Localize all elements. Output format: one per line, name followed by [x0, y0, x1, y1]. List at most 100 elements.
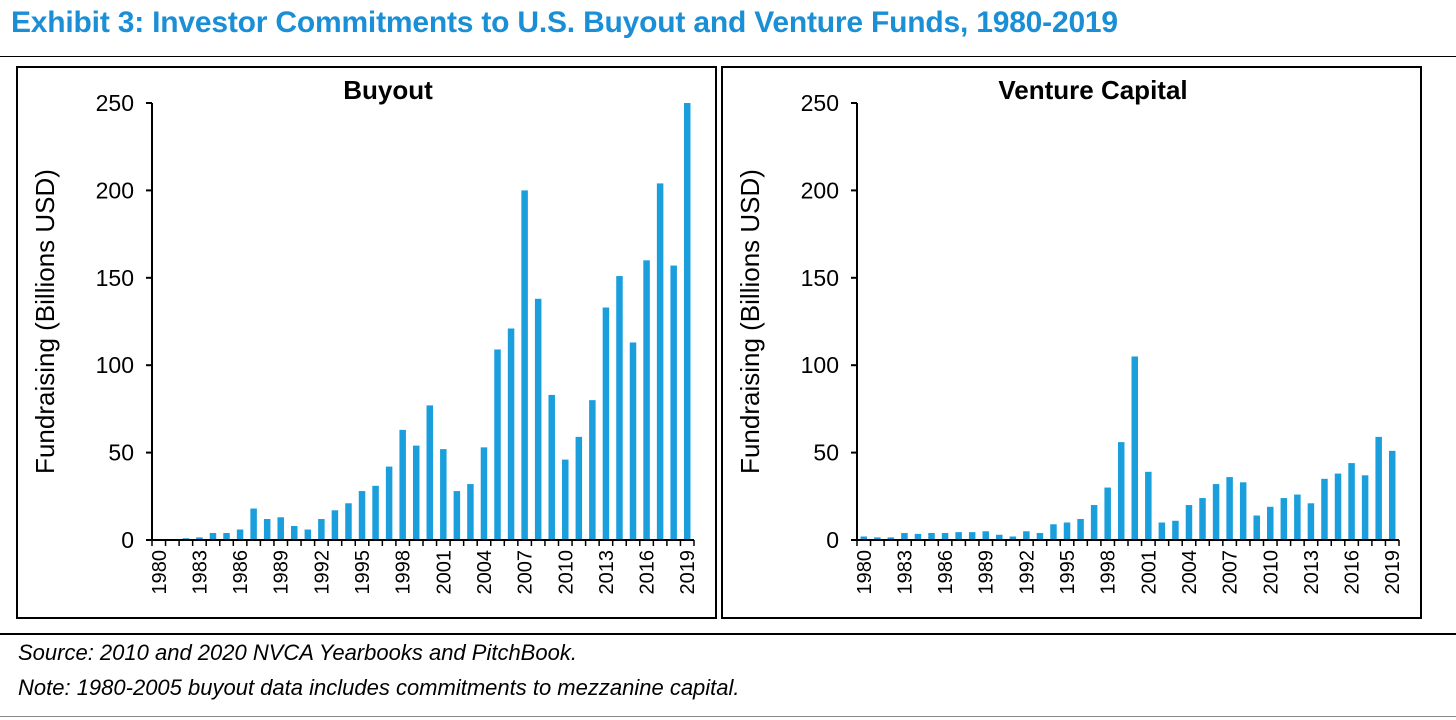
bar-1999	[412, 445, 420, 540]
x-tick-label: 2007	[1220, 550, 1242, 595]
y-tick-label: 200	[96, 177, 134, 203]
bar-2013	[602, 307, 610, 540]
x-tick-label: 1989	[271, 550, 293, 595]
bar-2017	[656, 183, 664, 540]
bar-2015	[1334, 473, 1342, 540]
y-tick-label: 250	[96, 90, 134, 116]
bar-2012	[589, 400, 596, 540]
bar-2006	[1212, 484, 1220, 540]
x-tick-label: 1995	[1057, 550, 1079, 595]
x-tick-label: 1986	[935, 550, 957, 595]
x-tick-label: 2010	[1260, 550, 1282, 595]
bar-1988	[968, 532, 976, 540]
bar-2005	[494, 349, 501, 540]
bar-1995	[1063, 522, 1071, 540]
x-tick-label: 1989	[976, 550, 998, 595]
bar-2001	[1145, 471, 1152, 540]
bar-1985	[223, 533, 230, 540]
bar-2003	[1172, 520, 1179, 540]
bar-2007	[1226, 477, 1233, 540]
bar-2010	[562, 459, 569, 540]
bar-2004	[480, 447, 488, 540]
bar-1995	[358, 491, 366, 540]
bar-2018	[670, 265, 677, 540]
bar-2008	[534, 298, 542, 540]
y-tick-label: 0	[121, 527, 134, 553]
bar-1990	[996, 534, 1003, 540]
y-tick-label: 250	[801, 90, 839, 116]
bar-1985	[928, 533, 935, 540]
bottom-divider	[0, 716, 1456, 717]
x-tick-label: 2019	[677, 550, 699, 595]
bar-1984	[209, 533, 217, 540]
x-tick-label: 2019	[1382, 550, 1404, 595]
bar-1983	[196, 537, 203, 540]
bar-1993	[331, 510, 339, 540]
chart-title: Buyout	[343, 75, 433, 105]
x-tick-label: 1995	[352, 550, 374, 595]
bar-2014	[1321, 478, 1328, 540]
x-tick-label: 2001	[1138, 550, 1160, 595]
chart-title: Venture Capital	[998, 75, 1187, 105]
x-tick-label: 1992	[311, 550, 333, 595]
bar-2016	[1348, 463, 1355, 540]
footer-divider	[0, 633, 1456, 635]
bar-2019	[683, 103, 691, 540]
bar-1992	[1023, 531, 1030, 540]
bar-1992	[318, 519, 325, 540]
x-tick-label: 1980	[854, 550, 876, 595]
bar-1990	[291, 526, 298, 540]
x-tick-label: 1983	[189, 550, 211, 595]
source-note: Source: 2010 and 2020 NVCA Yearbooks and…	[18, 640, 577, 665]
bar-2000	[426, 405, 434, 540]
x-tick-label: 2013	[1301, 550, 1323, 595]
bar-2011	[1280, 498, 1288, 540]
title-divider	[0, 56, 1456, 57]
bar-2014	[616, 276, 623, 540]
bar-1984	[914, 533, 922, 540]
data-note: Note: 1980-2005 buyout data includes com…	[18, 675, 740, 700]
x-tick-label: 1998	[393, 550, 415, 595]
bar-1998	[1104, 487, 1111, 540]
exhibit-title: Exhibit 3: Investor Commitments to U.S. …	[11, 6, 1118, 39]
buyout-chart-panel: Buyout Fundraising (Billions USD) 0 50 100 15…	[16, 66, 717, 619]
x-tick-label: 2007	[515, 550, 537, 595]
bar-2011	[575, 436, 583, 540]
bar-2009	[1253, 515, 1260, 540]
bar-2002	[453, 491, 461, 540]
bar-2002	[1158, 522, 1166, 540]
bar-2000	[1131, 356, 1139, 540]
y-tick-label: 150	[801, 265, 839, 291]
bar-1982	[887, 537, 895, 540]
bar-1998	[399, 429, 406, 540]
x-tick-label: 1992	[1016, 550, 1038, 595]
bar-1991	[304, 529, 312, 540]
bar-1993	[1036, 533, 1044, 540]
buyout-chart: Buyout Fundraising (Billions USD) 0 50 100 15…	[30, 75, 699, 595]
y-axis-label: Fundraising (Billions USD)	[735, 169, 765, 474]
bar-1987	[250, 508, 257, 540]
bar-1987	[955, 532, 962, 540]
bar-1986	[236, 529, 244, 540]
venture-chart: Venture Capital Fundraising (Billions USD…	[735, 75, 1404, 595]
bar-2010	[1267, 506, 1274, 540]
bar-2009	[548, 394, 555, 540]
x-tick-label: 2001	[433, 550, 455, 595]
x-tick-label: 2016	[637, 550, 659, 595]
x-tick-label: 1998	[1098, 550, 1120, 595]
bar-1997	[385, 466, 393, 540]
bar-1989	[982, 531, 989, 540]
bar-1989	[277, 517, 284, 540]
bar-2006	[507, 328, 515, 540]
bar-1994	[345, 503, 352, 540]
x-tick-label: 2004	[474, 550, 496, 595]
x-tick-label: 2016	[1342, 550, 1364, 595]
bar-1994	[1050, 524, 1057, 540]
bar-1996	[1077, 519, 1084, 540]
x-tick-label: 1980	[149, 550, 171, 595]
bar-2008	[1239, 482, 1247, 540]
bar-2012	[1294, 494, 1301, 540]
bar-1983	[901, 533, 908, 540]
bar-2017	[1361, 475, 1369, 540]
bar-1988	[263, 519, 271, 540]
